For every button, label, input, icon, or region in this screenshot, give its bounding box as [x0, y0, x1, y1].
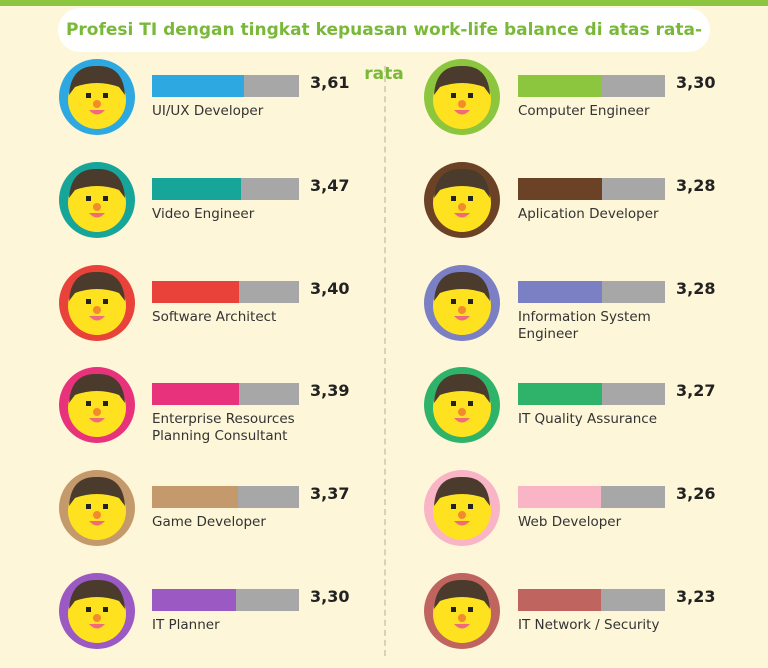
- category-label: IT Quality Assurance: [518, 411, 658, 428]
- value-label: 3,26: [676, 484, 716, 504]
- value-label: 3,47: [310, 175, 350, 195]
- value-label: 3,40: [310, 278, 350, 298]
- bar-track: [518, 486, 665, 509]
- avatar: [424, 264, 500, 341]
- category-label: Software Architect: [152, 308, 277, 325]
- category-label: Information System Engineer: [518, 308, 651, 342]
- value-label: 3,30: [676, 73, 716, 92]
- bar: [518, 486, 602, 509]
- category-label: IT Network / Security: [518, 617, 660, 633]
- category-label: Aplication Developer: [518, 205, 659, 222]
- avatar: [424, 470, 500, 547]
- bar: [152, 75, 245, 97]
- avatar: [59, 367, 135, 444]
- bar: [518, 589, 601, 611]
- avatar: [424, 59, 500, 135]
- value-label: 3,39: [310, 381, 350, 401]
- bar-track: [152, 280, 299, 303]
- top-band: [0, 0, 768, 6]
- bar: [152, 589, 237, 611]
- avatar: [424, 161, 500, 238]
- value-label: 3,23: [676, 587, 716, 606]
- bar: [152, 177, 241, 200]
- avatar: [59, 264, 135, 341]
- bar-track: [518, 75, 665, 97]
- bar: [152, 280, 239, 303]
- avatar: [59, 573, 135, 649]
- chart-title: Profesi TI dengan tingkat kepuasan work-…: [58, 8, 710, 84]
- divider: [384, 66, 386, 656]
- category-label: Enterprise Resources Planning Consultant: [152, 411, 295, 445]
- bar-track: [152, 383, 299, 406]
- bar-track: [152, 486, 299, 509]
- bar-track: [152, 75, 299, 97]
- category-label: IT Planner: [152, 617, 220, 633]
- value-label: 3,27: [676, 381, 716, 401]
- category-label: Game Developer: [152, 514, 266, 531]
- avatar: [424, 573, 500, 649]
- bar-track: [518, 177, 665, 200]
- bar: [152, 383, 239, 406]
- bar-track: [518, 280, 665, 303]
- avatar: [59, 161, 135, 238]
- value-label: 3,28: [676, 278, 716, 298]
- bar: [518, 177, 602, 200]
- bar: [152, 486, 239, 509]
- bar: [518, 383, 602, 406]
- value-label: 3,61: [310, 73, 350, 92]
- avatar: [424, 367, 500, 444]
- bar-track: [152, 589, 299, 611]
- category-label: Video Engineer: [152, 205, 255, 222]
- bar-track: [518, 383, 665, 406]
- bar-track: [518, 589, 665, 611]
- value-label: 3,30: [310, 587, 350, 606]
- bar-track: [152, 177, 299, 200]
- bar: [518, 280, 602, 303]
- avatar: [59, 59, 135, 135]
- bar: [518, 75, 603, 97]
- category-label: UI/UX Developer: [152, 103, 264, 119]
- category-label: Web Developer: [518, 514, 622, 531]
- value-label: 3,28: [676, 175, 716, 195]
- category-label: Computer Engineer: [518, 103, 650, 119]
- avatar: [59, 470, 135, 547]
- value-label: 3,37: [310, 484, 350, 504]
